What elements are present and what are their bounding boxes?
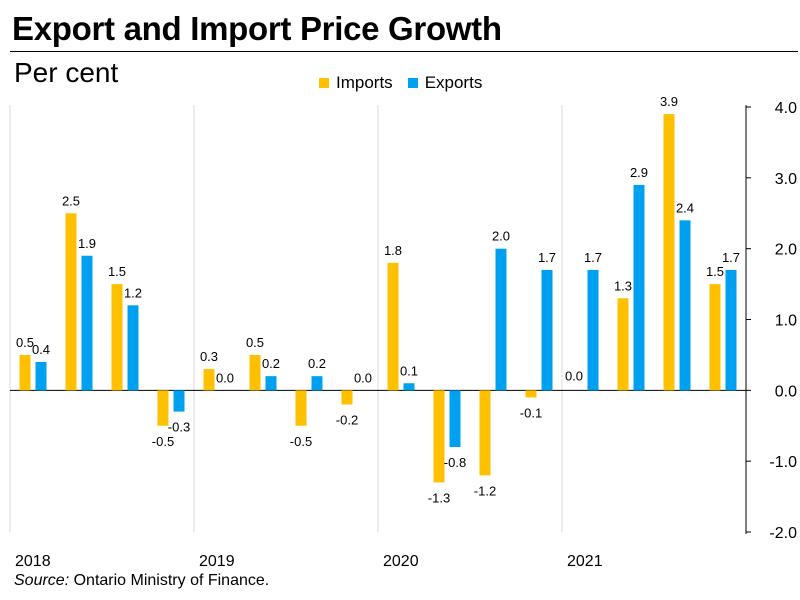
data-label-imports: -0.5 — [290, 434, 312, 449]
title-divider — [10, 51, 798, 52]
y-tick-label: -2.0 — [769, 525, 797, 542]
data-label-imports: 1.5 — [706, 264, 724, 279]
data-label-imports: -1.3 — [428, 490, 450, 505]
data-label-imports: 0.3 — [200, 349, 218, 364]
y-tick-label: 0.0 — [775, 383, 797, 400]
y-tick-label: 4.0 — [775, 100, 797, 117]
data-label-exports: 1.2 — [124, 285, 142, 300]
bar-exports — [449, 390, 461, 447]
bar-exports — [587, 269, 599, 391]
legend-label-exports: Exports — [424, 73, 483, 92]
legend-item-exports: Exports — [407, 73, 483, 93]
legend-swatch-imports — [319, 78, 329, 88]
data-label-exports: 0.1 — [400, 363, 418, 378]
data-label-exports: -0.8 — [444, 455, 466, 470]
bar-imports — [295, 390, 307, 426]
bar-imports — [709, 284, 721, 391]
y-tick-label: -1.0 — [769, 454, 797, 471]
data-label-imports: 2.5 — [62, 193, 80, 208]
data-label-imports: 1.3 — [614, 278, 632, 293]
bar-exports — [35, 362, 47, 391]
legend-item-imports: Imports — [319, 73, 393, 93]
source-text: Ontario Ministry of Finance. — [73, 572, 270, 589]
bar-imports — [19, 354, 31, 391]
x-year-label: 2019 — [199, 553, 235, 570]
data-label-imports: 0.5 — [246, 335, 264, 350]
chart-legend: Imports Exports — [319, 73, 497, 93]
data-label-imports: 1.8 — [384, 243, 402, 258]
data-label-imports: 3.9 — [660, 94, 678, 109]
bar-exports — [403, 383, 415, 391]
x-year-label: 2020 — [383, 553, 419, 570]
data-label-exports: 2.4 — [676, 200, 694, 215]
y-tick-label: 1.0 — [775, 313, 797, 330]
bar-imports — [479, 390, 491, 476]
data-label-imports: 0.5 — [16, 335, 34, 350]
data-label-exports: 2.0 — [492, 229, 510, 244]
bar-imports — [249, 354, 261, 391]
legend-swatch-exports — [407, 78, 418, 88]
bar-exports — [679, 220, 691, 391]
data-label-exports: 1.7 — [722, 250, 740, 265]
data-label-exports: 0.0 — [216, 370, 234, 385]
source-note: Source: Ontario Ministry of Finance. — [14, 572, 269, 590]
bar-imports — [111, 284, 123, 391]
bar-imports — [203, 369, 215, 391]
bar-exports — [311, 376, 323, 391]
chart-title: Export and Import Price Growth — [12, 10, 502, 47]
y-tick-label: 2.0 — [775, 242, 797, 259]
bar-exports — [127, 305, 139, 391]
data-label-imports: -1.2 — [474, 483, 496, 498]
legend-label-imports: Imports — [336, 73, 393, 92]
data-label-exports: 0.2 — [308, 356, 326, 371]
data-label-imports: -0.5 — [152, 434, 174, 449]
bar-imports — [433, 390, 445, 483]
bar-imports — [617, 298, 629, 391]
bar-imports — [157, 390, 169, 426]
bar-imports — [525, 390, 537, 398]
data-label-imports: -0.1 — [520, 405, 542, 420]
data-label-exports: 1.7 — [584, 250, 602, 265]
data-label-imports: 0.0 — [565, 368, 583, 383]
bar-exports — [541, 269, 553, 391]
x-year-label: 2021 — [567, 553, 603, 570]
data-label-exports: 2.9 — [630, 165, 648, 180]
bar-exports — [81, 255, 93, 391]
source-label: Source: — [14, 572, 70, 589]
bar-imports — [65, 213, 77, 391]
bar-exports — [725, 269, 737, 391]
bar-exports — [495, 248, 507, 391]
data-label-exports: 0.4 — [32, 342, 50, 357]
data-label-exports: 0.0 — [354, 370, 372, 385]
data-label-exports: 1.9 — [78, 236, 96, 251]
bar-imports — [663, 114, 675, 391]
chart-subtitle: Per cent — [14, 57, 119, 88]
x-year-label: 2018 — [15, 553, 51, 570]
data-label-exports: 1.7 — [538, 250, 556, 265]
y-tick-label: 3.0 — [775, 171, 797, 188]
bar-imports — [341, 390, 353, 405]
data-label-exports: 0.2 — [262, 356, 280, 371]
bar-exports — [633, 184, 645, 391]
bar-imports — [387, 262, 399, 391]
data-label-exports: -0.3 — [168, 420, 190, 435]
data-label-imports: -0.2 — [336, 413, 358, 428]
data-label-imports: 1.5 — [108, 264, 126, 279]
bar-exports — [265, 376, 277, 391]
bar-exports — [173, 390, 185, 412]
